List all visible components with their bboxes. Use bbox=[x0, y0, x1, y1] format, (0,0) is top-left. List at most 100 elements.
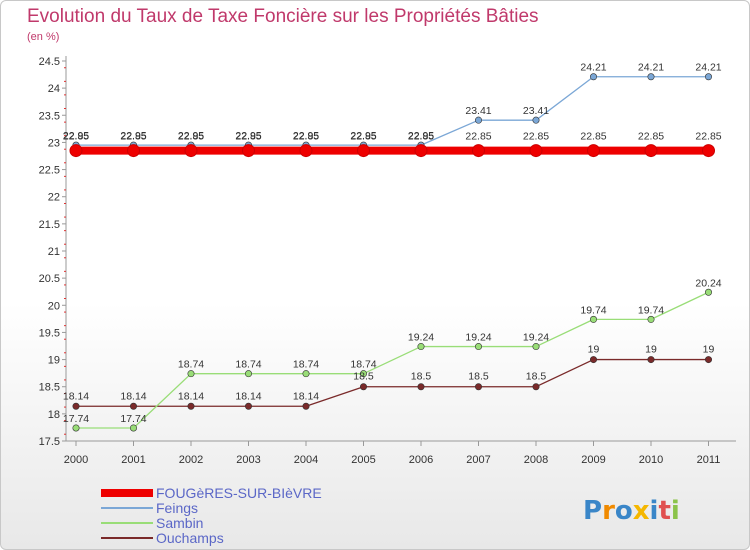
data-label: 22.85 bbox=[408, 131, 434, 143]
data-point bbox=[647, 356, 655, 364]
data-point bbox=[302, 370, 310, 378]
data-point bbox=[127, 144, 140, 158]
y-tick-label: 23 bbox=[48, 137, 60, 149]
y-tick-label: 19 bbox=[48, 355, 60, 367]
data-label: 22.95 bbox=[120, 130, 146, 142]
logo-letter: r bbox=[602, 496, 615, 526]
data-label: 22.85 bbox=[120, 131, 146, 143]
data-label: 24.21 bbox=[580, 62, 606, 74]
data-point bbox=[532, 116, 540, 124]
data-label: 18.5 bbox=[468, 371, 489, 383]
legend-entry: FOUGèRES-SUR-BIèVRE bbox=[156, 485, 322, 501]
data-point bbox=[704, 73, 712, 81]
x-tick-label: 2007 bbox=[466, 454, 490, 466]
y-tick-label: 21.5 bbox=[39, 219, 60, 231]
data-point bbox=[184, 144, 198, 158]
data-point bbox=[647, 315, 655, 323]
data-label: 22.85 bbox=[293, 131, 319, 143]
data-point bbox=[299, 144, 313, 158]
data-label: 22.85 bbox=[695, 131, 721, 143]
series-lines bbox=[69, 73, 715, 432]
data-point bbox=[704, 288, 712, 296]
logo-letter: t bbox=[658, 496, 670, 526]
data-point bbox=[587, 144, 600, 158]
data-label: 22.85 bbox=[465, 131, 491, 143]
data-label: 18.5 bbox=[411, 371, 432, 383]
series-line-2 bbox=[76, 291, 709, 429]
data-label: 17.74 bbox=[120, 413, 146, 425]
data-point bbox=[417, 383, 425, 391]
data-label: 23.41 bbox=[465, 105, 491, 117]
data-label: 18.14 bbox=[120, 390, 146, 402]
data-label: 18.5 bbox=[353, 371, 374, 383]
data-label: 22.95 bbox=[293, 130, 319, 142]
y-tick-label: 22.5 bbox=[39, 165, 60, 177]
data-point bbox=[359, 383, 367, 391]
data-point bbox=[532, 343, 540, 351]
data-point bbox=[357, 144, 370, 158]
x-tick-label: 2008 bbox=[524, 454, 548, 466]
y-tick-label: 20 bbox=[48, 300, 60, 312]
data-point bbox=[69, 144, 83, 158]
data-point bbox=[187, 370, 195, 378]
x-tick-label: 2011 bbox=[697, 454, 721, 466]
data-label: 19 bbox=[703, 344, 715, 356]
data-point bbox=[72, 402, 80, 410]
data-point bbox=[414, 144, 428, 158]
data-point bbox=[647, 73, 655, 81]
data-point bbox=[130, 402, 138, 410]
x-tick-label: 2005 bbox=[351, 454, 375, 466]
series-line-1 bbox=[76, 76, 709, 146]
data-label: 19.74 bbox=[638, 304, 664, 316]
data-label: 19.24 bbox=[408, 332, 434, 344]
data-label: 22.95 bbox=[63, 130, 89, 142]
x-tick-label: 2002 bbox=[179, 454, 203, 466]
y-tick-label: 18 bbox=[48, 409, 60, 421]
x-tick-label: 2009 bbox=[581, 454, 605, 466]
x-tick-label: 2003 bbox=[236, 454, 260, 466]
data-point bbox=[245, 370, 253, 378]
data-label: 22.85 bbox=[235, 131, 261, 143]
x-tick-label: 2000 bbox=[64, 454, 88, 466]
chart-subtitle: (en %) bbox=[27, 31, 60, 43]
data-point bbox=[474, 116, 482, 124]
data-point bbox=[644, 144, 658, 158]
y-tick-label: 23.5 bbox=[39, 110, 60, 122]
logo-letter: i bbox=[650, 496, 659, 526]
data-point bbox=[417, 343, 425, 351]
axes: 17.5 18 18.5 19 19.5 20 20.5 21 21.5 22 22.5 23 23.5… bbox=[39, 56, 736, 466]
x-tick-label: 2001 bbox=[121, 454, 145, 466]
data-point bbox=[529, 144, 543, 158]
data-point bbox=[474, 383, 482, 391]
data-label: 22.85 bbox=[350, 131, 376, 143]
y-tick-label: 17.5 bbox=[39, 436, 60, 448]
data-label: 23.41 bbox=[523, 105, 549, 117]
data-label: 18.74 bbox=[293, 359, 319, 371]
logo-letter: P bbox=[583, 496, 602, 526]
data-point bbox=[245, 402, 253, 410]
data-label: 22.85 bbox=[523, 131, 549, 143]
data-label: 22.95 bbox=[350, 130, 376, 142]
data-label: 22.85 bbox=[63, 131, 89, 143]
data-label: 24.21 bbox=[695, 62, 721, 74]
data-point bbox=[359, 370, 367, 378]
data-label: 17.74 bbox=[63, 413, 89, 425]
logo-letter: i bbox=[671, 496, 680, 526]
data-point bbox=[589, 356, 597, 364]
data-label: 18.74 bbox=[178, 359, 204, 371]
data-point bbox=[187, 402, 195, 410]
logo-letter: o bbox=[615, 496, 633, 526]
data-point bbox=[589, 73, 597, 81]
data-point bbox=[72, 424, 80, 432]
data-label: 24.21 bbox=[638, 62, 664, 74]
data-label: 22.85 bbox=[580, 131, 606, 143]
x-tick-label: 2004 bbox=[294, 454, 318, 466]
data-point bbox=[702, 144, 715, 158]
y-tick-label: 24.5 bbox=[39, 56, 60, 68]
data-label: 19.24 bbox=[523, 332, 549, 344]
y-tick-label: 18.5 bbox=[39, 382, 60, 394]
legend-entry: Sambin bbox=[156, 515, 203, 531]
